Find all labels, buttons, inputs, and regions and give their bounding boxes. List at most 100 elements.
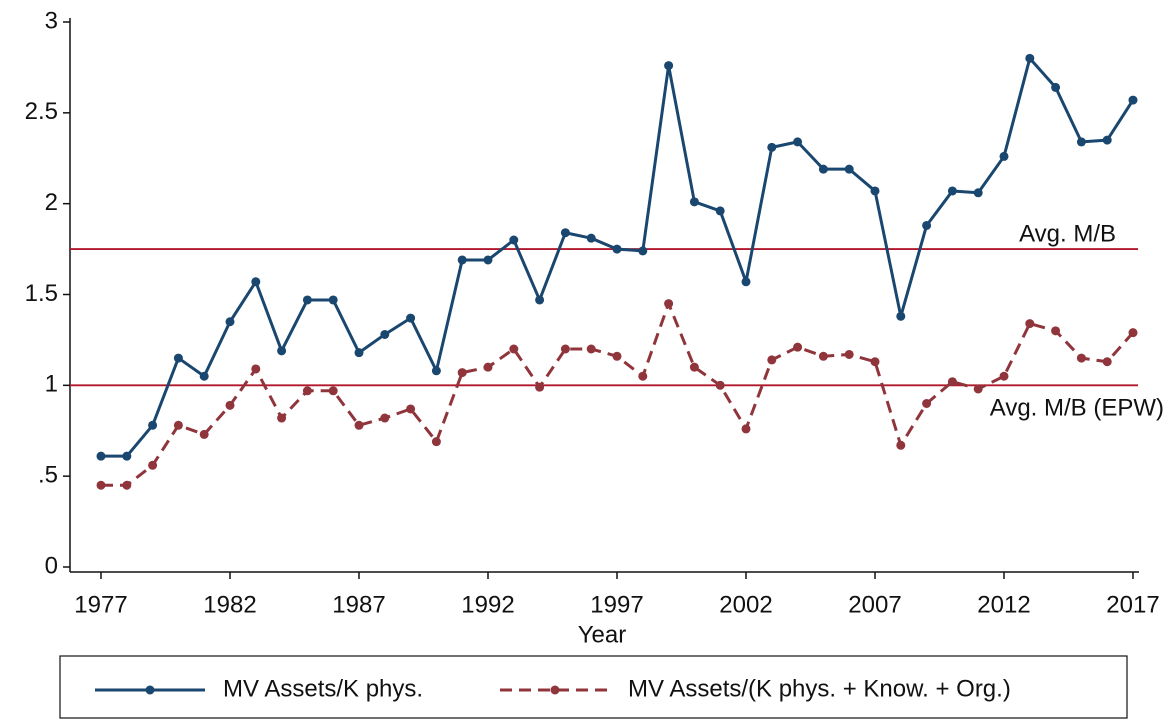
data-point bbox=[947, 186, 957, 196]
data-point bbox=[715, 380, 725, 390]
data-point bbox=[509, 344, 519, 354]
data-point bbox=[122, 480, 132, 490]
data-point bbox=[586, 233, 596, 243]
data-point bbox=[148, 420, 158, 430]
y-tick-label: 1 bbox=[45, 371, 58, 398]
data-point bbox=[612, 351, 622, 361]
data-point bbox=[1025, 53, 1035, 63]
data-point bbox=[173, 353, 183, 363]
data-point bbox=[560, 344, 570, 354]
data-point bbox=[664, 61, 674, 71]
data-point bbox=[380, 413, 390, 423]
data-point bbox=[689, 197, 699, 207]
data-point bbox=[767, 355, 777, 365]
data-point bbox=[302, 386, 312, 396]
data-point bbox=[199, 429, 209, 439]
data-point bbox=[870, 357, 880, 367]
y-tick-label: .5 bbox=[38, 462, 58, 489]
x-tick-label: 2012 bbox=[977, 591, 1030, 618]
data-point bbox=[406, 313, 416, 323]
data-point bbox=[638, 246, 648, 256]
data-point bbox=[999, 371, 1009, 381]
data-point bbox=[173, 420, 183, 430]
reference-label: Avg. M/B (EPW) bbox=[990, 395, 1164, 422]
data-point bbox=[922, 220, 932, 230]
data-point bbox=[612, 244, 622, 254]
x-tick-label: 1997 bbox=[590, 591, 643, 618]
data-point bbox=[457, 368, 467, 378]
data-point bbox=[535, 295, 545, 305]
data-point bbox=[1102, 135, 1112, 145]
data-point bbox=[818, 164, 828, 174]
data-point bbox=[896, 311, 906, 321]
data-point bbox=[1025, 319, 1035, 329]
x-tick-label: 1987 bbox=[332, 591, 385, 618]
data-point bbox=[509, 235, 519, 245]
legend-marker bbox=[550, 685, 560, 695]
data-point bbox=[844, 164, 854, 174]
data-point bbox=[431, 366, 441, 376]
data-point bbox=[1051, 82, 1061, 92]
data-point bbox=[328, 386, 338, 396]
y-tick-label: 2 bbox=[45, 189, 58, 216]
series-line bbox=[101, 302, 1135, 487]
data-point bbox=[560, 228, 570, 238]
x-tick-label: 2007 bbox=[848, 591, 901, 618]
data-point bbox=[406, 404, 416, 414]
data-point bbox=[947, 377, 957, 387]
data-point bbox=[380, 329, 390, 339]
data-point bbox=[148, 460, 158, 470]
data-point bbox=[457, 255, 467, 265]
legend-label: MV Assets/K phys. bbox=[223, 675, 423, 702]
data-point bbox=[999, 151, 1009, 161]
data-point bbox=[1051, 326, 1061, 336]
y-tick-label: 2.5 bbox=[25, 98, 58, 125]
y-tick-label: 1.5 bbox=[25, 280, 58, 307]
data-point bbox=[638, 371, 648, 381]
data-point bbox=[96, 480, 106, 490]
legend-box bbox=[59, 655, 1128, 719]
data-point bbox=[225, 400, 235, 410]
data-point bbox=[225, 317, 235, 327]
x-tick-label: 1982 bbox=[203, 591, 256, 618]
data-point bbox=[251, 364, 261, 374]
x-tick-label: 1992 bbox=[461, 591, 514, 618]
data-point bbox=[586, 344, 596, 354]
x-axis-title: Year bbox=[578, 621, 627, 648]
data-point bbox=[1102, 357, 1112, 367]
data-point bbox=[96, 451, 106, 461]
data-point bbox=[896, 440, 906, 450]
data-point bbox=[818, 351, 828, 361]
data-point bbox=[431, 437, 441, 447]
x-tick-label: 1977 bbox=[74, 591, 127, 618]
data-point bbox=[1076, 137, 1086, 147]
data-point bbox=[483, 255, 493, 265]
data-point bbox=[122, 451, 132, 461]
x-tick-label: 2017 bbox=[1106, 591, 1159, 618]
data-point bbox=[844, 349, 854, 359]
reference-label: Avg. M/B bbox=[1019, 220, 1116, 247]
data-point bbox=[741, 424, 751, 434]
data-point bbox=[1128, 95, 1138, 105]
data-point bbox=[973, 188, 983, 198]
data-point bbox=[767, 142, 777, 152]
data-point bbox=[793, 137, 803, 147]
series-line bbox=[101, 56, 1135, 458]
data-point bbox=[715, 206, 725, 216]
data-point bbox=[277, 413, 287, 423]
data-point bbox=[689, 362, 699, 372]
data-point bbox=[973, 384, 983, 394]
data-point bbox=[1076, 353, 1086, 363]
legend-label: MV Assets/(K phys. + Know. + Org.) bbox=[628, 675, 1011, 702]
data-point bbox=[483, 362, 493, 372]
x-tick-label: 2002 bbox=[719, 591, 772, 618]
data-point bbox=[922, 399, 932, 408]
data-point bbox=[741, 277, 751, 287]
data-point bbox=[302, 295, 312, 305]
legend-marker bbox=[145, 685, 155, 695]
data-point bbox=[328, 295, 338, 305]
data-point bbox=[870, 186, 880, 196]
data-point bbox=[354, 348, 364, 358]
data-point bbox=[535, 382, 545, 392]
